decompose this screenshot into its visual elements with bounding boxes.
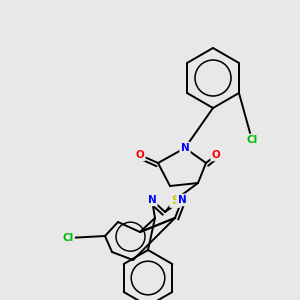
Text: O: O xyxy=(212,150,220,160)
Text: O: O xyxy=(136,150,144,160)
Text: N: N xyxy=(178,195,186,205)
Text: N: N xyxy=(181,143,189,153)
Text: S: S xyxy=(171,194,179,206)
Text: Cl: Cl xyxy=(62,233,74,243)
Text: Cl: Cl xyxy=(246,135,258,145)
Text: N: N xyxy=(148,195,156,205)
